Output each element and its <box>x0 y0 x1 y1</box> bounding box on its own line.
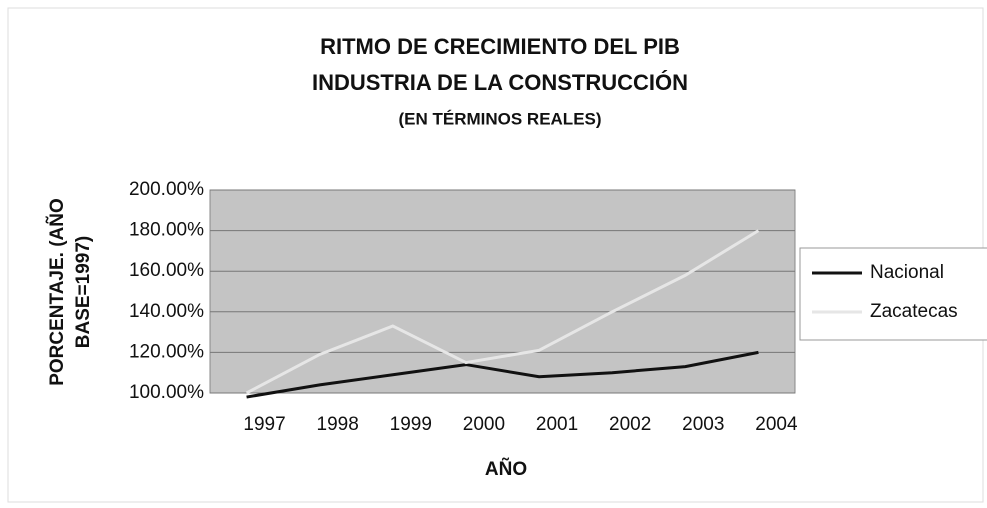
legend-label: Nacional <box>870 262 944 283</box>
x-tick-label: 2000 <box>463 414 505 435</box>
chart-subtitle: (EN TÉRMINOS REALES) <box>398 109 601 128</box>
chart-title: INDUSTRIA DE LA CONSTRUCCIÓN <box>312 70 688 95</box>
y-tick-label: 160.00% <box>129 260 204 281</box>
y-tick-label: 120.00% <box>129 341 204 362</box>
x-tick-label: 2003 <box>682 414 724 435</box>
legend <box>799 247 987 341</box>
y-axis-label: PORCENTAJE. (AÑO <box>46 198 68 386</box>
x-tick-label: 2004 <box>755 414 798 435</box>
x-tick-label: 2002 <box>609 414 651 435</box>
y-tick-label: 140.00% <box>129 301 204 322</box>
x-tick-label: 1999 <box>390 414 432 435</box>
y-tick-label: 100.00% <box>129 382 204 403</box>
x-tick-label: 1997 <box>243 414 285 435</box>
chart-title: RITMO DE CRECIMIENTO DEL PIB <box>320 34 680 59</box>
x-axis-label: AÑO <box>485 458 527 480</box>
line-series <box>245 229 760 395</box>
y-tick-label: 180.00% <box>129 220 204 241</box>
x-tick-label: 2001 <box>536 414 578 435</box>
legend-label: Zacatecas <box>870 301 958 322</box>
y-axis-label: BASE=1997) <box>73 236 94 348</box>
x-tick-label: 1998 <box>317 414 359 435</box>
line-series <box>246 350 759 399</box>
y-tick-label: 200.00% <box>129 179 204 200</box>
